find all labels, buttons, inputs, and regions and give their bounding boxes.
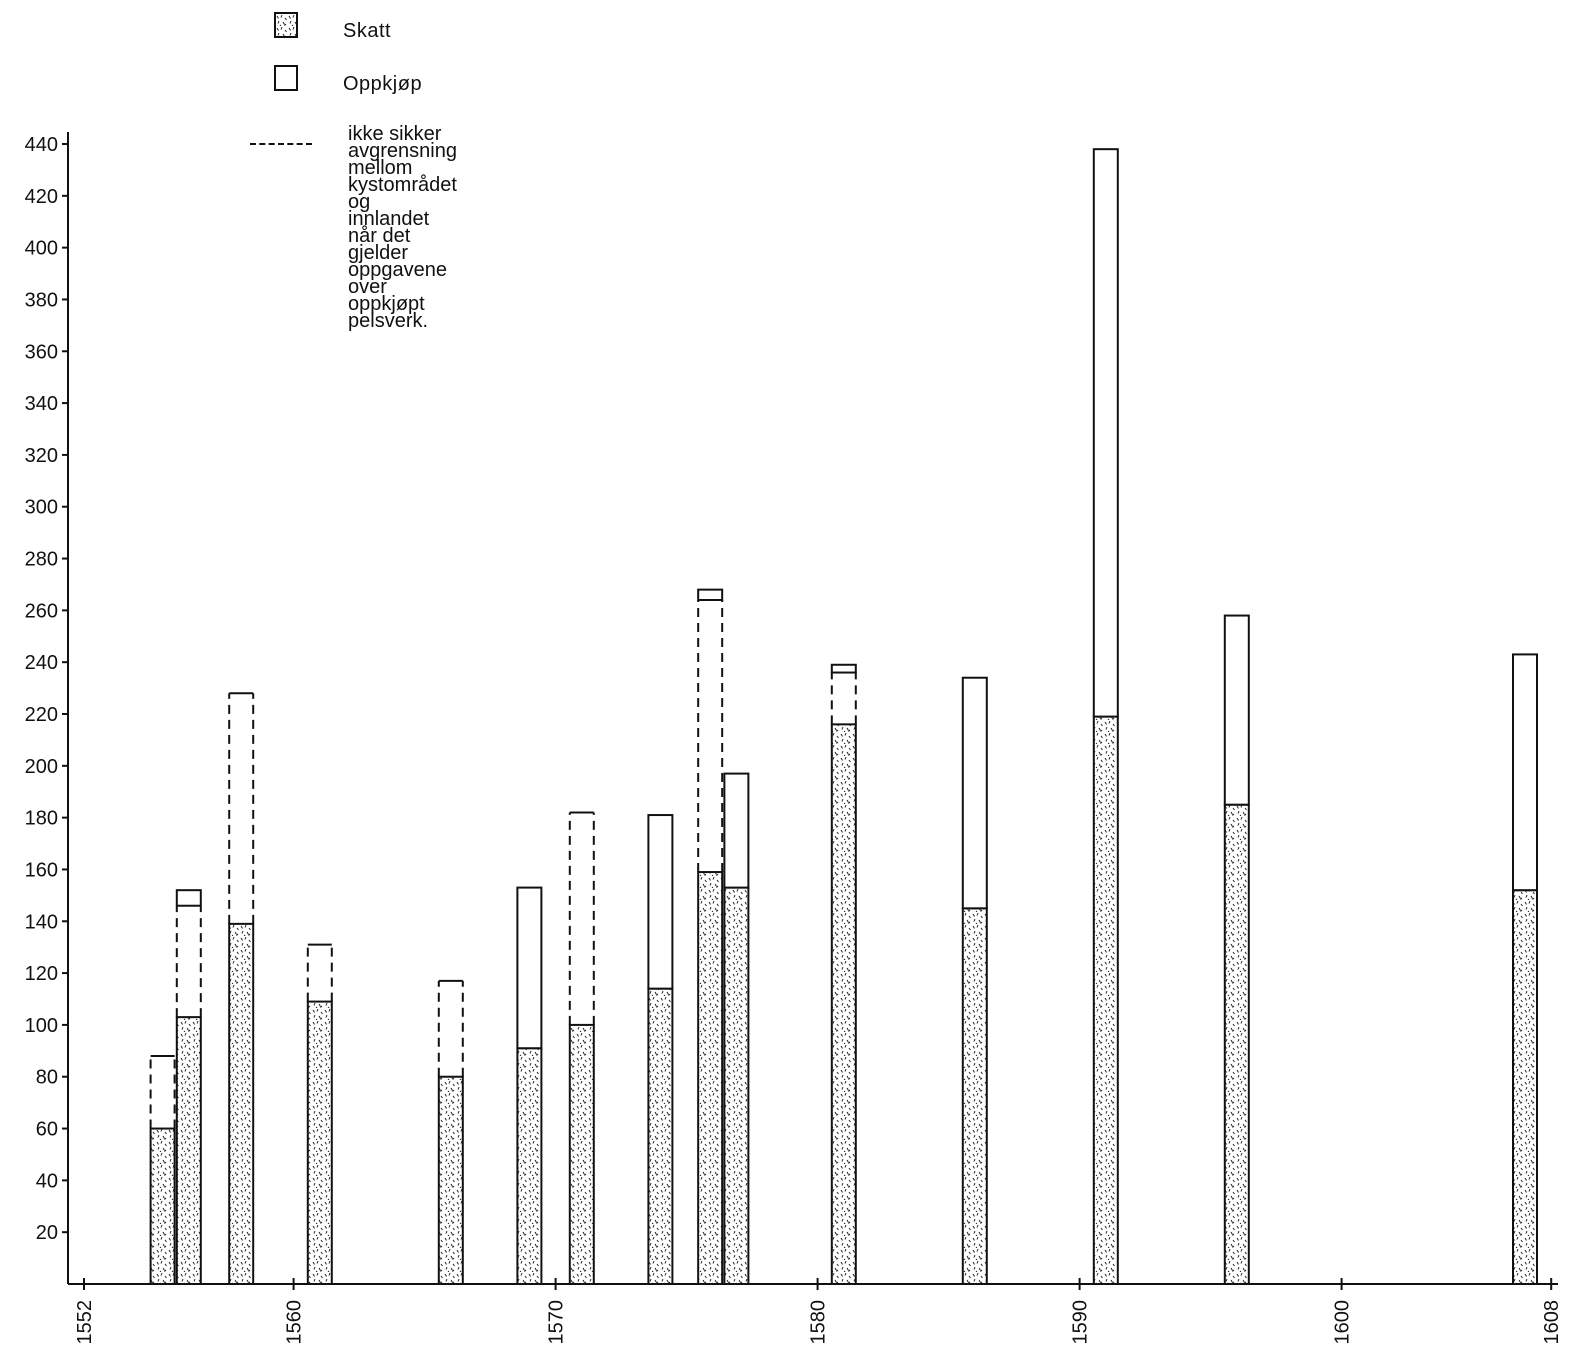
y-tick-label: 80 bbox=[36, 1067, 58, 1089]
y-tick-label: 140 bbox=[25, 911, 58, 933]
axes: 20 40 60 80 100 120 140 160 180 200 220 240 260 280 30… bbox=[25, 132, 1563, 1345]
oppkjop-bar bbox=[1092, 148, 1119, 718]
y-tick-label: 380 bbox=[25, 289, 58, 311]
dashed-legend-note: ikke sikker avgrensning mellom kystområd… bbox=[348, 123, 457, 332]
x-tick-label: 1580 bbox=[808, 1300, 830, 1345]
y-tick-label: 120 bbox=[25, 963, 58, 985]
y-tick-label: 280 bbox=[25, 549, 58, 571]
oppkjop-bar bbox=[1512, 653, 1538, 892]
oppkjop-legend-label: Oppkjøp bbox=[343, 73, 423, 95]
skatt-bar bbox=[723, 886, 750, 1285]
oppkjop-bar-cap bbox=[697, 588, 724, 601]
skatt-bar bbox=[830, 723, 857, 1285]
y-tick-label: 420 bbox=[25, 186, 58, 208]
oppkjop-bar bbox=[1223, 614, 1250, 806]
y-tick-label: 400 bbox=[25, 238, 58, 260]
skatt-bar bbox=[647, 987, 674, 1285]
y-tick-label: 320 bbox=[25, 445, 58, 467]
y-tick-label: 260 bbox=[25, 600, 58, 622]
y-tick-label: 220 bbox=[25, 704, 58, 726]
y-tick-label: 240 bbox=[25, 652, 58, 674]
x-tick-label: 1552 bbox=[74, 1300, 96, 1345]
oppkjop-bar-cap bbox=[175, 889, 202, 907]
y-tick-label: 60 bbox=[36, 1119, 58, 1141]
x-tick-label: 1570 bbox=[546, 1300, 568, 1345]
y-tick-label: 20 bbox=[36, 1222, 58, 1244]
dashed-legend-line bbox=[250, 143, 312, 145]
skatt-bar bbox=[437, 1075, 464, 1286]
oppkjop-bar bbox=[723, 772, 750, 889]
skatt-bar bbox=[1512, 889, 1538, 1285]
y-tick-label: 200 bbox=[25, 756, 58, 778]
skatt-legend-label: Skatt bbox=[343, 20, 392, 42]
y-tick-label: 360 bbox=[25, 341, 58, 363]
x-tick-label: 1560 bbox=[284, 1300, 306, 1345]
y-tick-label: 40 bbox=[36, 1170, 58, 1192]
skatt-legend-swatch bbox=[274, 12, 298, 38]
skatt-bar bbox=[306, 1000, 333, 1285]
skatt-bar bbox=[1092, 715, 1119, 1285]
oppkjop-bar bbox=[516, 886, 543, 1050]
oppkjop-bar bbox=[961, 676, 988, 910]
y-tick-label: 180 bbox=[25, 808, 58, 830]
skatt-bar bbox=[175, 1016, 202, 1285]
y-tick-label: 440 bbox=[25, 134, 58, 156]
x-tick-label: 1608 bbox=[1541, 1300, 1563, 1345]
y-tick-label: 340 bbox=[25, 393, 58, 415]
x-tick-label: 1600 bbox=[1332, 1300, 1354, 1345]
x-tick-label: 1590 bbox=[1070, 1300, 1092, 1345]
skatt-bar bbox=[228, 922, 255, 1285]
bars bbox=[149, 148, 1538, 1286]
oppkjop-bar bbox=[647, 814, 674, 990]
y-tick-label: 160 bbox=[25, 859, 58, 881]
skatt-bar bbox=[149, 1127, 176, 1285]
oppkjop-legend-swatch bbox=[274, 65, 298, 91]
skatt-bar bbox=[568, 1023, 595, 1285]
oppkjop-bar-cap bbox=[830, 663, 857, 674]
skatt-bar bbox=[961, 907, 988, 1285]
skatt-bar bbox=[516, 1047, 543, 1286]
y-tick-label: 300 bbox=[25, 497, 58, 519]
skatt-bar bbox=[697, 871, 724, 1286]
y-tick-label: 100 bbox=[25, 1015, 58, 1037]
skatt-bar bbox=[1223, 803, 1250, 1285]
